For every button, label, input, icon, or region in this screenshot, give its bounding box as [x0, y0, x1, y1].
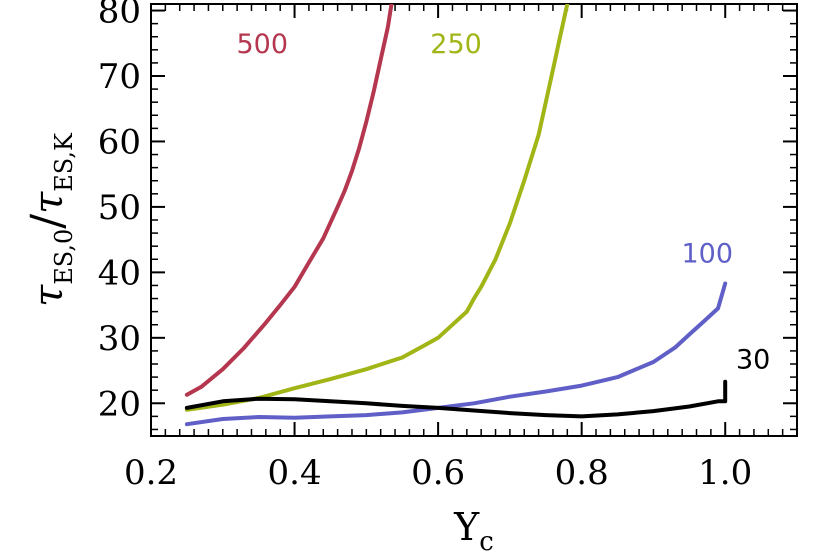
y-axis-title-num-sub: ES,0: [50, 229, 78, 285]
axis-ticks: [150, 4, 798, 436]
x-tick-label: 0.8: [555, 453, 609, 493]
series-layer: [184, 4, 728, 427]
y-tick-label: 50: [98, 188, 141, 228]
series-labels: 500 250 100 30: [236, 29, 770, 375]
y-tick-label: 30: [98, 319, 141, 359]
y-tick-label: 70: [98, 57, 141, 97]
series-line-30: [184, 379, 728, 419]
y-tick-label: 80: [98, 0, 141, 32]
series-label-30: 30: [736, 345, 770, 376]
y-axis-title-tau-den: τ: [26, 191, 72, 214]
series-label-500: 500: [236, 29, 288, 60]
x-tick-label: 0.2: [124, 453, 178, 493]
y-axis-title-slash: /: [22, 214, 73, 229]
y-tick-labels: 20 30 40 50 60 70 80: [98, 0, 141, 424]
x-tick-labels: 0.2 0.4 0.6 0.8 1.0: [124, 453, 752, 493]
plot-frame: [150, 3, 798, 437]
x-tick-label: 1.0: [698, 453, 752, 493]
y-axis-title-den-sub: ES,K: [50, 132, 78, 192]
x-axis-title-sub: c: [479, 527, 494, 554]
x-tick-label: 0.6: [411, 453, 465, 493]
series-line-250: [184, 4, 570, 412]
y-axis-title-tau-num: τ: [26, 284, 72, 307]
x-axis-title: Yc: [453, 505, 494, 554]
y-tick-label: 60: [98, 122, 141, 162]
x-axis-title-main: Y: [453, 505, 480, 549]
series-label-100: 100: [682, 239, 734, 270]
series-label-250: 250: [430, 29, 482, 60]
y-tick-label: 40: [98, 253, 141, 293]
x-tick-label: 0.4: [268, 453, 322, 493]
y-tick-label: 20: [98, 384, 141, 424]
y-axis-title: τES,0/τES,K: [22, 132, 78, 307]
series-line-500: [184, 4, 394, 397]
series-line-100: [184, 281, 728, 427]
